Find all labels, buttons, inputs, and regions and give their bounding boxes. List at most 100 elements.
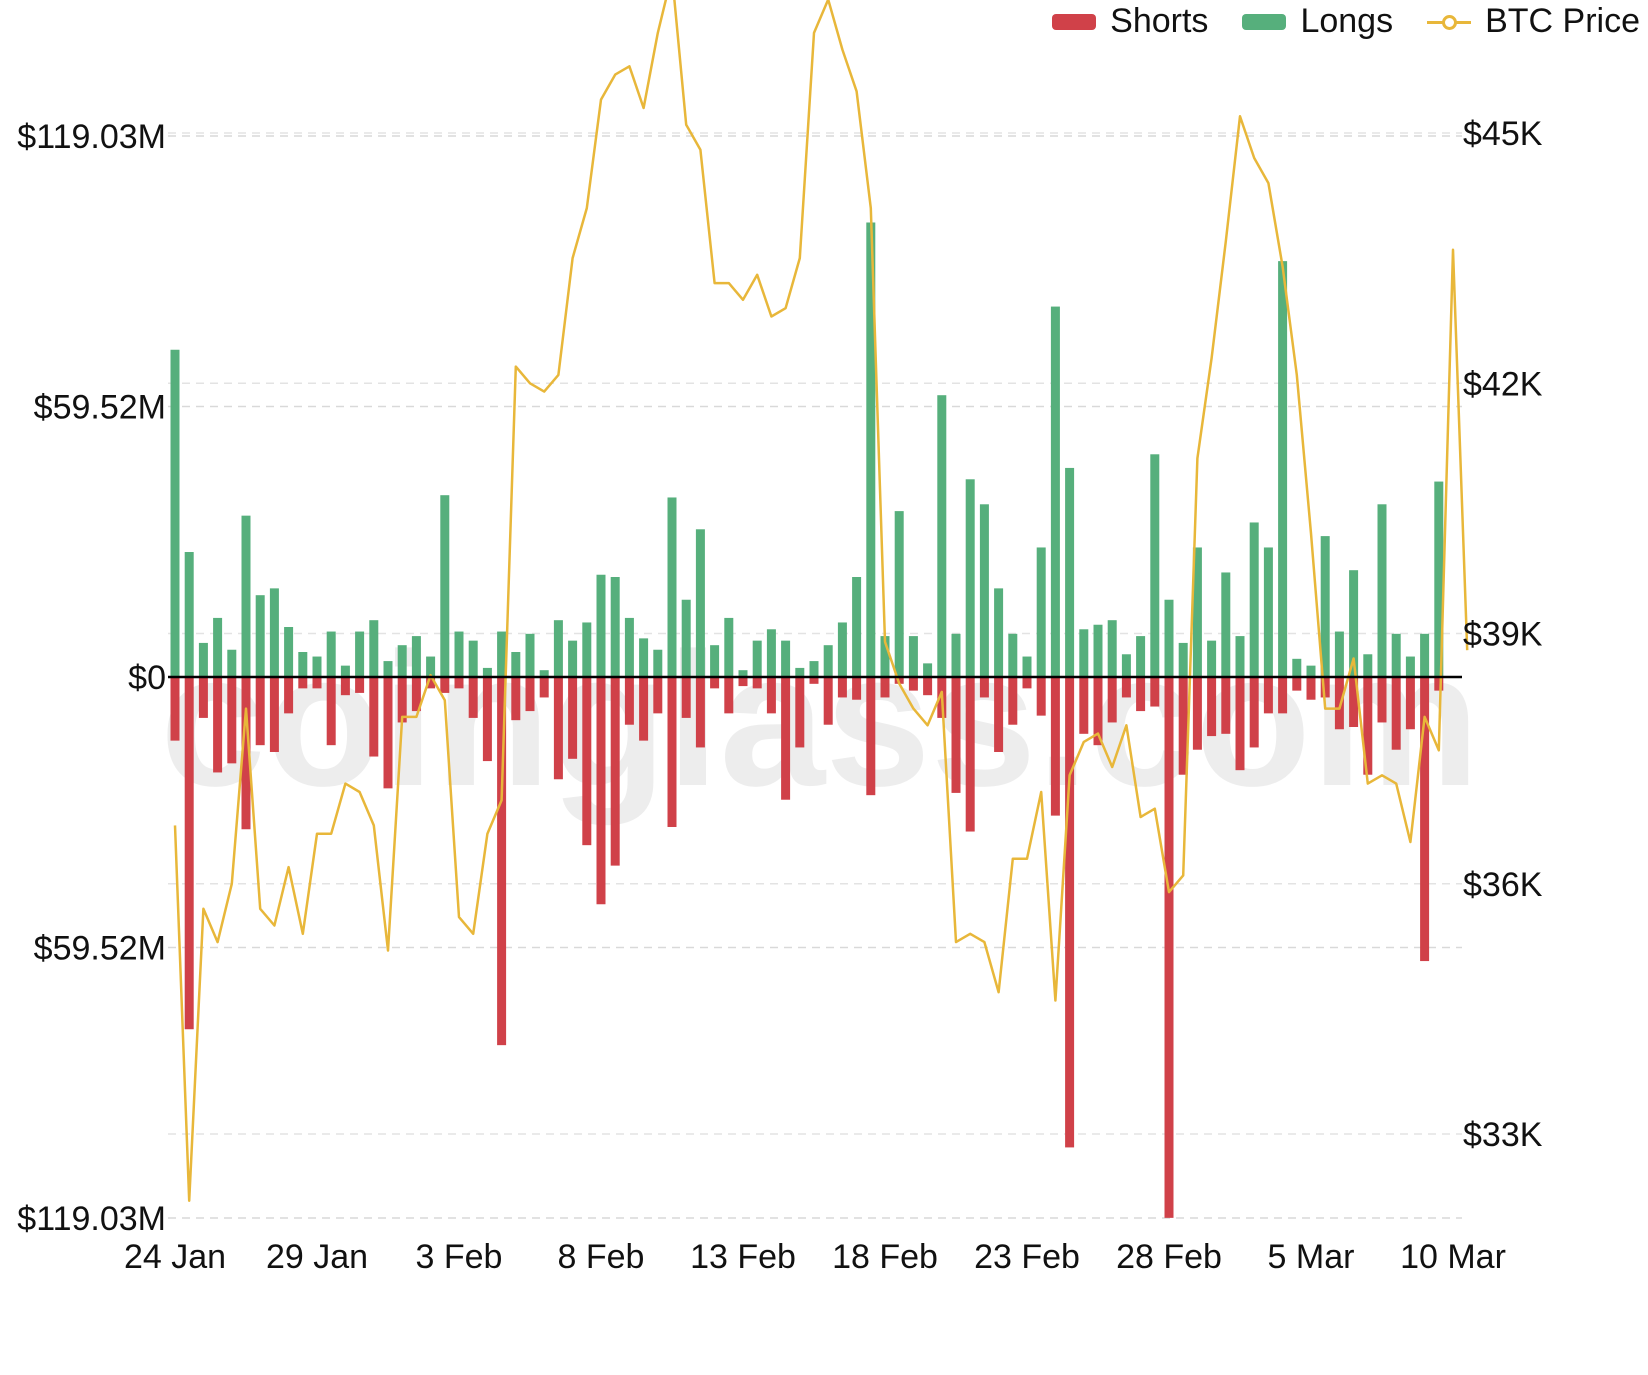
shorts-bar	[1164, 677, 1174, 1218]
shorts-bar	[852, 677, 862, 700]
shorts-bar	[1192, 677, 1202, 750]
longs-bar	[198, 642, 208, 677]
longs-bar	[468, 640, 478, 677]
longs-bar	[568, 640, 578, 677]
longs-bar	[1065, 467, 1075, 677]
longs-bar	[624, 617, 634, 677]
longs-bar	[1107, 620, 1117, 677]
longs-bar	[1377, 504, 1387, 677]
legend-label-longs: Longs	[1300, 2, 1394, 40]
shorts-bar	[284, 677, 294, 714]
longs-bar	[1022, 656, 1032, 677]
longs-bar	[1221, 572, 1231, 677]
x-axis-tick-label: 29 Jan	[266, 1238, 368, 1276]
longs-bar	[1334, 631, 1344, 677]
shorts-bar	[781, 677, 791, 800]
shorts-bar	[1320, 677, 1330, 698]
shorts-bar	[1107, 677, 1117, 723]
shorts-bar	[1263, 677, 1273, 714]
shorts-bar	[497, 677, 507, 1046]
longs-bar	[781, 640, 791, 677]
longs-bar	[695, 529, 705, 677]
right-axis-tick-label: $39K	[1463, 616, 1543, 654]
longs-swatch-icon	[1242, 13, 1287, 30]
shorts-swatch-icon	[1052, 13, 1097, 30]
longs-bar	[340, 665, 350, 677]
shorts-bar	[1306, 677, 1316, 700]
shorts-bar	[1235, 677, 1245, 771]
left-axis-tick-label: $59.52M	[34, 388, 166, 426]
longs-bar	[795, 667, 805, 677]
longs-bar	[653, 649, 663, 677]
shorts-bar	[411, 677, 421, 712]
right-axis-tick-label: $45K	[1463, 115, 1543, 153]
shorts-bar	[482, 677, 492, 762]
longs-bar	[241, 515, 251, 677]
shorts-bar	[624, 677, 634, 725]
x-axis-tick-label: 28 Feb	[1116, 1238, 1222, 1276]
shorts-bar	[340, 677, 350, 696]
grid-lines	[168, 132, 1462, 1219]
longs-bar	[440, 495, 450, 677]
shorts-bar	[752, 677, 762, 689]
shorts-bar	[468, 677, 478, 718]
legend-item-shorts[interactable]: Shorts	[1052, 2, 1208, 41]
legend-item-longs[interactable]: Longs	[1242, 2, 1393, 41]
shorts-bar	[610, 677, 620, 866]
shorts-bar	[1391, 677, 1401, 750]
longs-bar	[667, 497, 677, 677]
longs-bar	[710, 645, 720, 677]
shorts-bar	[1178, 677, 1188, 775]
shorts-bar	[1292, 677, 1302, 691]
watermark: coinglass.com	[160, 614, 1480, 826]
longs-bar	[1050, 306, 1060, 677]
longs-bar	[284, 627, 294, 677]
shorts-bar	[1420, 677, 1430, 962]
shorts-bar	[908, 677, 918, 691]
shorts-bar	[880, 677, 890, 698]
longs-bar	[497, 631, 507, 677]
longs-bar	[411, 636, 421, 677]
longs-bar	[1263, 547, 1273, 677]
longs-bar	[766, 629, 776, 677]
shorts-bar	[639, 677, 649, 741]
longs-bar	[738, 670, 748, 677]
shorts-bar	[1278, 677, 1288, 714]
shorts-bar	[1221, 677, 1231, 734]
longs-bar	[1320, 536, 1330, 677]
longs-bar	[596, 574, 606, 677]
longs-bar	[326, 631, 336, 677]
longs-bar	[1136, 636, 1146, 677]
shorts-bar	[539, 677, 549, 698]
shorts-bar	[397, 677, 407, 723]
shorts-bar	[184, 677, 194, 1030]
longs-bar	[227, 649, 237, 677]
shorts-bar	[766, 677, 776, 714]
x-axis-tick-label: 23 Feb	[974, 1238, 1080, 1276]
longs-bar	[1008, 633, 1018, 677]
x-axis-tick-label: 13 Feb	[690, 1238, 796, 1276]
shorts-bar	[837, 677, 847, 698]
longs-bar	[1306, 665, 1316, 677]
left-axis-tick-label: $119.03M	[17, 1200, 166, 1238]
longs-bar	[1405, 656, 1415, 677]
shorts-bar	[511, 677, 521, 721]
shorts-bar	[1022, 677, 1032, 689]
shorts-bar	[653, 677, 663, 714]
right-axis-tick-label: $33K	[1463, 1116, 1543, 1154]
longs-bar	[951, 633, 961, 677]
shorts-bar	[170, 677, 180, 741]
longs-bar	[1420, 633, 1430, 677]
longs-bar	[937, 395, 947, 677]
longs-bar	[979, 504, 989, 677]
longs-bar	[1121, 654, 1131, 677]
longs-bar	[809, 661, 819, 677]
legend-item-btc-price[interactable]: BTC Price	[1427, 2, 1640, 41]
longs-bar	[866, 222, 876, 677]
left-axis-tick-label: $119.03M	[17, 118, 166, 156]
shorts-bar	[1434, 677, 1444, 691]
shorts-bar	[1150, 677, 1160, 707]
shorts-bar	[1079, 677, 1089, 734]
longs-bar	[511, 652, 521, 677]
shorts-bar	[269, 677, 279, 752]
